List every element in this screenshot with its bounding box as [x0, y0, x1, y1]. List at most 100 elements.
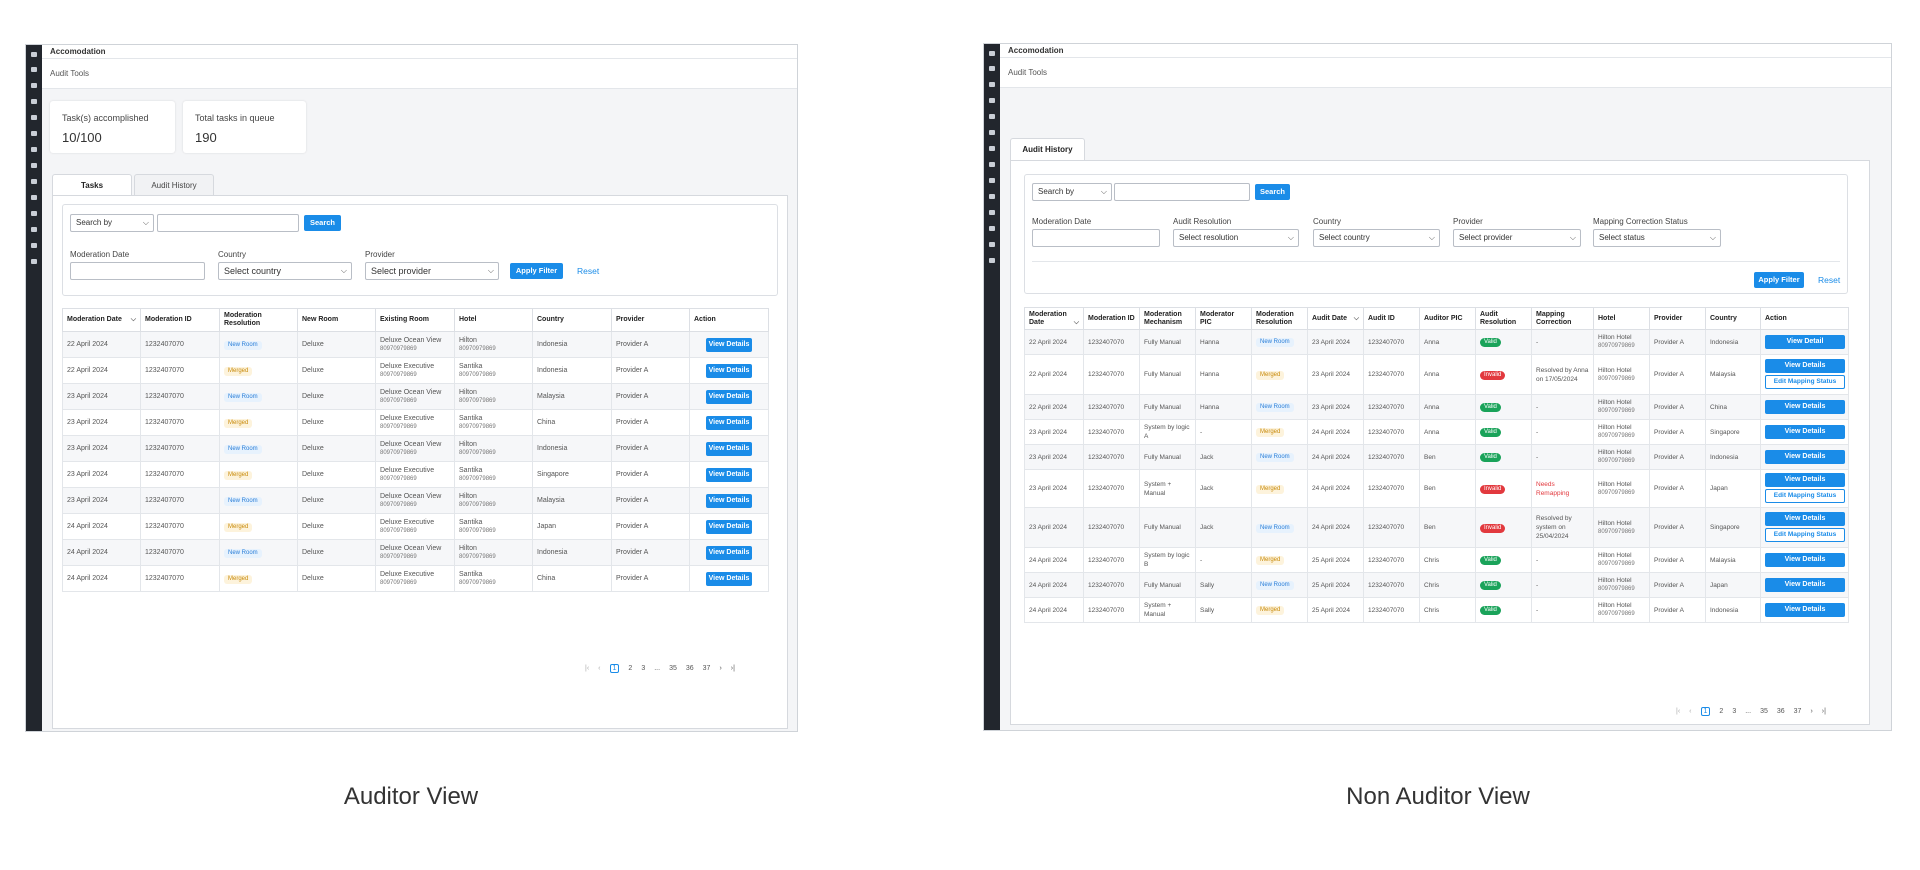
apply-filter-button[interactable]: Apply Filter [1754, 272, 1804, 288]
next-page-icon[interactable]: › [1810, 708, 1813, 715]
settings-icon[interactable] [31, 211, 37, 216]
page-number[interactable]: 37 [702, 665, 711, 672]
moderation-date-input[interactable] [1032, 229, 1160, 247]
pencil-icon[interactable] [31, 115, 37, 120]
search-input[interactable] [157, 214, 299, 232]
last-page-icon[interactable]: ›| [730, 665, 735, 672]
view-details-button[interactable]: View Details [1765, 512, 1845, 526]
page-number[interactable]: 2 [628, 665, 633, 672]
home-icon[interactable] [989, 258, 995, 263]
file-icon[interactable] [31, 147, 37, 152]
view-details-button[interactable]: View Details [1765, 450, 1845, 464]
view-details-button[interactable]: View Details [706, 441, 752, 456]
page-number[interactable]: 2 [1719, 708, 1724, 715]
search-input[interactable] [1114, 183, 1250, 201]
users-icon[interactable] [989, 194, 995, 199]
prev-page-icon[interactable]: ‹ [598, 665, 601, 672]
edit-mapping-status-button[interactable]: Edit Mapping Status [1765, 489, 1845, 503]
country-select[interactable]: Select country ⌵ [1313, 229, 1440, 247]
bell-icon[interactable] [989, 242, 995, 247]
mapping-status-select[interactable]: Select status ⌵ [1593, 229, 1721, 247]
tab-audit-history[interactable]: Audit History [134, 174, 214, 196]
view-details-button[interactable]: View Detail [1765, 335, 1845, 349]
tab-tasks[interactable]: Tasks [52, 174, 132, 196]
view-details-button[interactable]: View Details [706, 571, 752, 586]
mechanism-cell: System by logic A [1139, 419, 1196, 445]
country-select[interactable]: Select country ⌵ [218, 262, 352, 280]
page-number[interactable]: 36 [1776, 708, 1785, 715]
audit-resolution-select[interactable]: Select resolution ⌵ [1173, 229, 1299, 247]
cloud-icon[interactable] [989, 162, 995, 167]
apply-filter-button[interactable]: Apply Filter [510, 263, 563, 279]
page-number[interactable]: 3 [1732, 708, 1737, 715]
image-icon[interactable] [989, 130, 995, 135]
search-button[interactable]: Search [304, 215, 341, 231]
provider-select[interactable]: Select provider ⌵ [365, 262, 499, 280]
page-number[interactable]: 1 [609, 664, 620, 673]
tab-audit-history[interactable]: Audit History [1010, 138, 1085, 160]
zoom-icon[interactable] [989, 98, 995, 103]
page-number[interactable]: 35 [669, 665, 677, 672]
search-icon[interactable] [31, 83, 37, 88]
pencil-icon[interactable] [989, 114, 995, 119]
settings-icon[interactable] [989, 210, 995, 215]
view-details-button[interactable]: View Details [706, 363, 752, 378]
view-details-button[interactable]: View Details [706, 519, 752, 534]
chevron-down-icon[interactable]: ⌵ [1073, 318, 1079, 326]
page-number[interactable]: 36 [685, 665, 694, 672]
column-header[interactable]: Moderation Date ⌵ [62, 308, 141, 332]
search-by-select[interactable]: Search by ⌵ [1032, 183, 1112, 201]
users-icon[interactable] [31, 195, 37, 200]
gear-icon[interactable] [989, 178, 995, 183]
search-by-select[interactable]: Search by ⌵ [70, 214, 154, 232]
provider-cell: Provider A [611, 383, 690, 410]
view-details-button[interactable]: View Details [1765, 400, 1845, 414]
help-icon[interactable] [31, 227, 37, 232]
column-header[interactable]: Moderation Date ⌵ [1024, 307, 1084, 330]
reset-link[interactable]: Reset [1818, 275, 1841, 285]
page-number[interactable]: 3 [641, 665, 646, 672]
menu-icon[interactable] [989, 51, 995, 56]
chevron-down-icon[interactable]: ⌵ [1353, 314, 1359, 322]
grid-icon[interactable] [989, 66, 995, 71]
page-number[interactable]: 35 [1760, 708, 1768, 715]
zoom-icon[interactable] [31, 99, 37, 104]
search-icon[interactable] [989, 82, 995, 87]
cloud-icon[interactable] [31, 163, 37, 168]
view-details-button[interactable]: View Details [706, 493, 752, 508]
chevron-down-icon[interactable]: ⌵ [130, 316, 136, 323]
edit-mapping-status-button[interactable]: Edit Mapping Status [1765, 375, 1845, 389]
view-details-button[interactable]: View Details [1765, 425, 1845, 439]
view-details-button[interactable]: View Details [1765, 578, 1845, 592]
view-details-button[interactable]: View Details [1765, 473, 1845, 487]
view-details-button[interactable]: View Details [1765, 553, 1845, 567]
home-icon[interactable] [31, 259, 37, 264]
view-details-button[interactable]: View Details [706, 415, 752, 430]
page-number[interactable]: 37 [1793, 708, 1802, 715]
view-details-button[interactable]: View Details [1765, 603, 1845, 617]
prev-page-icon[interactable]: ‹ [1689, 708, 1692, 715]
column-header[interactable]: Audit Date ⌵ [1307, 307, 1364, 330]
grid-icon[interactable] [31, 67, 37, 72]
provider-select[interactable]: Select provider ⌵ [1453, 229, 1581, 247]
view-details-button[interactable]: View Details [706, 337, 752, 352]
bell-icon[interactable] [31, 243, 37, 248]
menu-icon[interactable] [31, 52, 37, 57]
first-page-icon[interactable]: |‹ [1676, 708, 1681, 715]
page-number[interactable]: 1 [1700, 707, 1711, 716]
moderation-date-input[interactable] [70, 262, 205, 280]
image-icon[interactable] [31, 131, 37, 136]
first-page-icon[interactable]: |‹ [585, 665, 590, 672]
reset-link[interactable]: Reset [577, 266, 600, 276]
help-icon[interactable] [989, 226, 995, 231]
last-page-icon[interactable]: ›| [1821, 708, 1826, 715]
edit-mapping-status-button[interactable]: Edit Mapping Status [1765, 528, 1845, 542]
view-details-button[interactable]: View Details [1765, 359, 1845, 373]
view-details-button[interactable]: View Details [706, 545, 752, 560]
view-details-button[interactable]: View Details [706, 467, 752, 482]
view-details-button[interactable]: View Details [706, 389, 752, 404]
gear-icon[interactable] [31, 179, 37, 184]
search-button[interactable]: Search [1255, 184, 1290, 200]
next-page-icon[interactable]: › [719, 665, 722, 672]
file-icon[interactable] [989, 146, 995, 151]
